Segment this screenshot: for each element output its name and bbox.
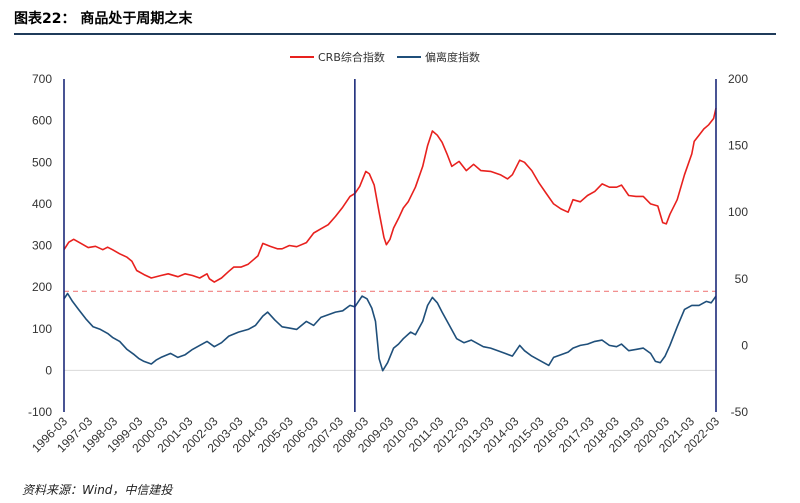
series-line-crb bbox=[63, 107, 717, 283]
legend-label-crb: CRB综合指数 bbox=[318, 50, 385, 64]
y-right-tick-label: 0 bbox=[741, 338, 748, 352]
y-right-tick-label: -50 bbox=[731, 405, 749, 419]
y-right-tick-label: 100 bbox=[728, 205, 748, 219]
y-left-tick-label: 400 bbox=[32, 197, 52, 211]
y-left-tick-label: 600 bbox=[32, 114, 52, 128]
source-note: 资料来源：Wind，中信建投 bbox=[22, 483, 173, 497]
figure-title: 图表22： 商品处于周期之末 bbox=[14, 11, 193, 27]
y-left-tick-label: 700 bbox=[32, 72, 52, 86]
y-left-tick-label: 300 bbox=[32, 239, 52, 253]
y-left-tick-label: -100 bbox=[28, 405, 52, 419]
y-right-tick-label: 50 bbox=[735, 272, 749, 286]
legend-label-deviation: 偏离度指数 bbox=[425, 50, 480, 64]
title-rule bbox=[14, 33, 776, 35]
series-line-deviation bbox=[63, 292, 717, 372]
y-left-tick-label: 200 bbox=[32, 280, 52, 294]
y-right-tick-label: 200 bbox=[728, 72, 748, 86]
y-left-tick-label: 0 bbox=[45, 363, 52, 377]
y-left-tick-label: 100 bbox=[32, 322, 52, 336]
y-right-tick-label: 150 bbox=[728, 139, 748, 153]
y-left-tick-label: 500 bbox=[32, 155, 52, 169]
